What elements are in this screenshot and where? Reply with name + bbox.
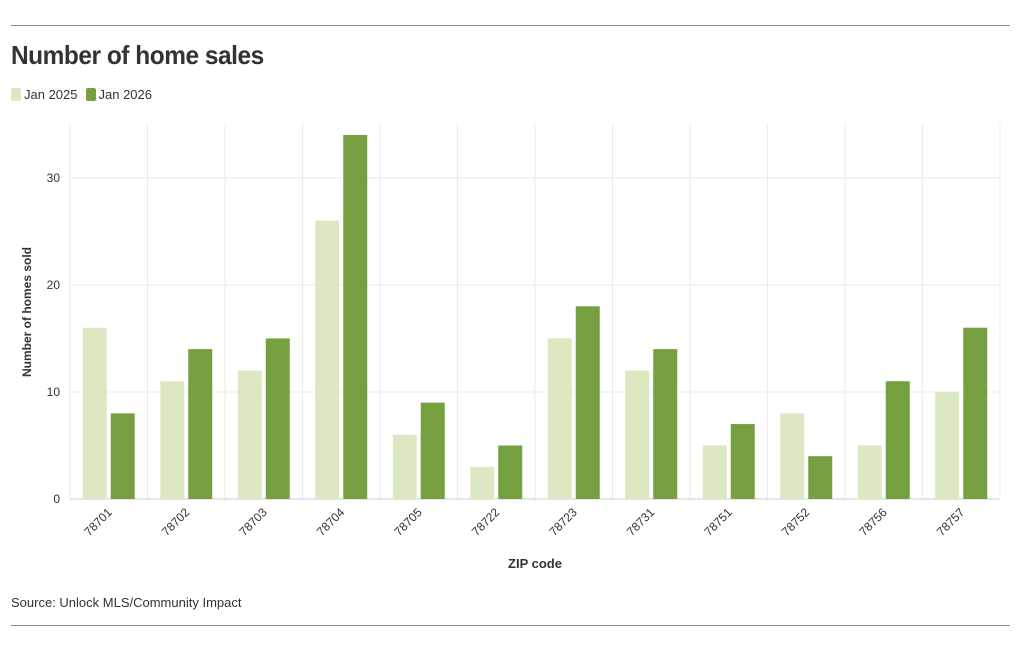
legend-swatch-jan-2025 (11, 88, 21, 101)
bar-jan-2026-78702 (188, 349, 213, 499)
bar-chart: 0 10 20 30 78701 78702 78703 78704 78705 78722 787… (20, 123, 1001, 571)
x-tick-label-78702: 78702 (159, 505, 193, 539)
x-tick-label-78723: 78723 (546, 505, 580, 539)
bar-jan-2026-78756 (885, 381, 910, 499)
y-tick-label: 0 (53, 492, 60, 506)
bar-jan-2025-78752 (780, 413, 805, 499)
bar-jan-2026-78752 (808, 456, 833, 499)
legend-swatch-jan-2026 (85, 88, 96, 101)
bar-jan-2026-78704 (343, 135, 368, 499)
bar-jan-2026-78701 (110, 413, 135, 499)
y-axis-label: Number of homes sold (20, 247, 34, 377)
y-tick-label: 10 (47, 385, 61, 399)
bar-jan-2025-78701 (82, 327, 107, 499)
y-tick-label: 30 (47, 171, 61, 185)
bar-jan-2025-78704 (315, 220, 340, 499)
x-axis-label: ZIP code (508, 556, 562, 571)
x-tick-label-78752: 78752 (779, 505, 813, 539)
legend-label-jan-2025: Jan 2025 (24, 87, 78, 102)
bar-jan-2026-78731 (653, 349, 678, 499)
source-note: Source: Unlock MLS/Community Impact (11, 595, 242, 610)
bar-layer (82, 135, 988, 499)
x-tick-label-78701: 78701 (81, 505, 115, 539)
bar-jan-2025-78756 (857, 445, 882, 499)
x-tick-label-78757: 78757 (934, 505, 968, 539)
legend: Jan 2025 Jan 2026 (11, 87, 160, 102)
bar-jan-2025-78723 (547, 338, 572, 499)
bar-jan-2026-78722 (498, 445, 523, 499)
x-tick-label-78751: 78751 (701, 505, 735, 539)
bar-jan-2026-78751 (730, 424, 755, 499)
bar-jan-2025-78702 (160, 381, 185, 499)
bar-jan-2026-78723 (575, 306, 600, 499)
bar-jan-2025-78705 (392, 434, 417, 499)
legend-item-jan-2025: Jan 2025 (11, 87, 78, 102)
chart-title: Number of home sales (11, 40, 264, 70)
y-tick-label: 20 (47, 278, 61, 292)
x-tick-label-78705: 78705 (391, 505, 425, 539)
grid-layer (69, 123, 1001, 500)
x-tick-label-78704: 78704 (314, 505, 348, 539)
x-tick-label-78731: 78731 (624, 505, 658, 539)
bar-jan-2025-78731 (625, 370, 650, 499)
bar-jan-2025-78751 (702, 445, 727, 499)
top-rule (11, 25, 1010, 26)
x-tick-label-78703: 78703 (236, 505, 270, 539)
bottom-rule (11, 625, 1010, 626)
bar-jan-2025-78722 (470, 466, 495, 499)
bar-jan-2025-78757 (935, 391, 960, 499)
bar-jan-2025-78703 (237, 370, 262, 499)
bar-jan-2026-78757 (963, 327, 988, 499)
bar-jan-2026-78703 (265, 338, 290, 499)
x-tick-label-78722: 78722 (469, 505, 503, 539)
bar-jan-2026-78705 (420, 402, 445, 499)
x-tick-label-78756: 78756 (856, 505, 890, 539)
legend-item-jan-2026: Jan 2026 (85, 87, 153, 102)
legend-label-jan-2026: Jan 2026 (98, 87, 153, 102)
